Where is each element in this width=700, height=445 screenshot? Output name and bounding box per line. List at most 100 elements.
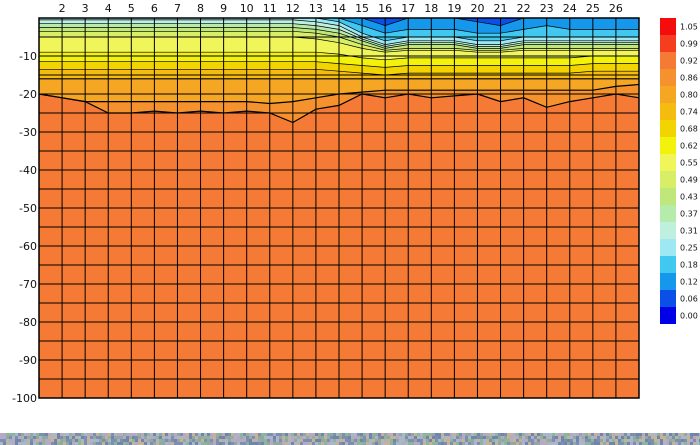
noise-pixel xyxy=(183,433,186,436)
noise-pixel xyxy=(162,436,165,439)
noise-pixel xyxy=(450,439,453,442)
noise-pixel xyxy=(168,433,171,436)
noise-pixel xyxy=(648,433,651,436)
noise-pixel xyxy=(78,433,81,436)
noise-pixel xyxy=(528,442,531,445)
noise-pixel xyxy=(642,442,645,445)
noise-pixel xyxy=(345,436,348,439)
noise-pixel xyxy=(327,436,330,439)
noise-pixel xyxy=(447,436,450,439)
noise-pixel xyxy=(573,436,576,439)
noise-pixel xyxy=(492,439,495,442)
noise-pixel xyxy=(408,442,411,445)
noise-pixel xyxy=(363,433,366,436)
noise-pixel xyxy=(36,433,39,436)
noise-pixel xyxy=(504,439,507,442)
noise-pixel xyxy=(96,436,99,439)
noise-pixel xyxy=(513,433,516,436)
noise-pixel xyxy=(234,442,237,445)
noise-pixel xyxy=(522,442,525,445)
noise-pixel xyxy=(687,439,690,442)
noise-pixel xyxy=(48,439,51,442)
noise-pixel xyxy=(258,433,261,436)
noise-pixel xyxy=(624,436,627,439)
noise-pixel xyxy=(345,433,348,436)
noise-pixel xyxy=(351,436,354,439)
noise-pixel xyxy=(132,442,135,445)
noise-pixel xyxy=(666,439,669,442)
noise-pixel xyxy=(123,436,126,439)
noise-pixel xyxy=(39,433,42,436)
noise-pixel xyxy=(453,442,456,445)
noise-pixel xyxy=(54,436,57,439)
noise-pixel xyxy=(663,436,666,439)
noise-pixel xyxy=(636,442,639,445)
noise-pixel xyxy=(45,442,48,445)
noise-pixel xyxy=(651,433,654,436)
noise-pixel xyxy=(402,442,405,445)
noise-pixel xyxy=(510,433,513,436)
x-tick-label: 20 xyxy=(470,2,484,15)
noise-pixel xyxy=(354,439,357,442)
noise-pixel xyxy=(513,442,516,445)
noise-pixel xyxy=(72,436,75,439)
noise-pixel xyxy=(684,433,687,436)
noise-pixel xyxy=(294,436,297,439)
noise-pixel xyxy=(519,442,522,445)
noise-pixel xyxy=(303,442,306,445)
noise-pixel xyxy=(321,433,324,436)
noise-pixel xyxy=(255,433,258,436)
noise-pixel xyxy=(246,439,249,442)
noise-pixel xyxy=(645,433,648,436)
noise-pixel xyxy=(120,439,123,442)
noise-pixel xyxy=(549,436,552,439)
noise-pixel xyxy=(213,436,216,439)
noise-pixel xyxy=(252,439,255,442)
noise-pixel xyxy=(225,442,228,445)
noise-pixel xyxy=(570,442,573,445)
legend-tick-label: 0.31 xyxy=(680,227,698,236)
y-tick-label: -90 xyxy=(19,354,37,367)
noise-pixel xyxy=(159,433,162,436)
noise-pixel xyxy=(672,442,675,445)
noise-pixel xyxy=(330,433,333,436)
noise-pixel xyxy=(90,442,93,445)
noise-pixel xyxy=(303,436,306,439)
noise-pixel xyxy=(261,433,264,436)
noise-pixel xyxy=(285,439,288,442)
noise-pixel xyxy=(441,439,444,442)
noise-pixel xyxy=(666,433,669,436)
noise-pixel xyxy=(681,433,684,436)
noise-pixel xyxy=(630,439,633,442)
noise-pixel xyxy=(576,433,579,436)
noise-pixel xyxy=(507,436,510,439)
noise-pixel xyxy=(642,439,645,442)
noise-pixel xyxy=(489,439,492,442)
noise-pixel xyxy=(189,433,192,436)
noise-pixel xyxy=(273,439,276,442)
noise-pixel xyxy=(336,442,339,445)
noise-pixel xyxy=(267,436,270,439)
noise-pixel xyxy=(378,436,381,439)
x-tick-label: 13 xyxy=(309,2,323,15)
noise-pixel xyxy=(510,439,513,442)
noise-pixel xyxy=(411,439,414,442)
noise-pixel xyxy=(456,439,459,442)
noise-pixel xyxy=(258,439,261,442)
noise-pixel xyxy=(525,439,528,442)
noise-pixel xyxy=(198,442,201,445)
noise-pixel xyxy=(381,439,384,442)
noise-pixel xyxy=(141,436,144,439)
noise-pixel xyxy=(342,439,345,442)
noise-pixel xyxy=(252,436,255,439)
noise-pixel xyxy=(249,439,252,442)
noise-pixel xyxy=(267,433,270,436)
noise-pixel xyxy=(24,439,27,442)
noise-pixel xyxy=(672,436,675,439)
noise-pixel xyxy=(21,436,24,439)
noise-pixel xyxy=(255,439,258,442)
noise-pixel xyxy=(183,442,186,445)
noise-pixel xyxy=(138,433,141,436)
noise-pixel xyxy=(597,442,600,445)
noise-pixel xyxy=(357,442,360,445)
